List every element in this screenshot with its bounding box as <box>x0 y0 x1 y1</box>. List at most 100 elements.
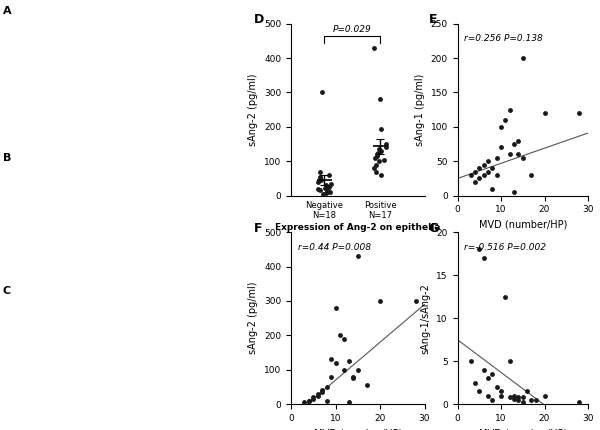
Y-axis label: sAng-1 (pg/ml): sAng-1 (pg/ml) <box>415 74 425 146</box>
Text: A: A <box>3 6 11 16</box>
Point <box>362 382 371 389</box>
Point <box>373 153 382 160</box>
Point <box>326 189 335 196</box>
Point <box>514 394 523 401</box>
Point <box>373 149 383 156</box>
Point <box>317 89 326 96</box>
Point <box>304 398 314 405</box>
Point <box>505 394 515 401</box>
X-axis label: Expression of Ang-2 on epithelia: Expression of Ang-2 on epithelia <box>275 223 440 232</box>
Point <box>470 168 480 175</box>
Point <box>322 397 331 404</box>
Point <box>411 298 421 304</box>
Point <box>313 392 323 399</box>
Point <box>325 184 334 190</box>
Point <box>376 96 385 103</box>
Point <box>518 398 527 405</box>
Point <box>483 168 493 175</box>
Point <box>317 389 327 396</box>
Point <box>349 373 358 380</box>
Text: B: B <box>3 153 11 163</box>
Text: r=-0.516 P=0.002: r=-0.516 P=0.002 <box>464 243 546 252</box>
Point <box>466 172 475 178</box>
Text: E: E <box>429 13 437 26</box>
Point <box>466 358 475 365</box>
X-axis label: MVD (number/HP): MVD (number/HP) <box>479 428 567 430</box>
Text: D: D <box>254 13 264 26</box>
X-axis label: MVD (number/HP): MVD (number/HP) <box>314 428 402 430</box>
Point <box>340 366 349 373</box>
Point <box>331 359 340 366</box>
Point <box>376 125 386 132</box>
Point <box>379 156 389 163</box>
Point <box>518 394 527 401</box>
Point <box>313 178 323 185</box>
Point <box>371 161 381 168</box>
Point <box>382 144 391 151</box>
Point <box>509 396 519 402</box>
Y-axis label: sAng-2 (pg/ml): sAng-2 (pg/ml) <box>248 74 259 146</box>
Text: C: C <box>3 286 11 296</box>
Point <box>369 44 379 51</box>
Point <box>322 384 331 390</box>
Point <box>488 396 497 403</box>
Point <box>335 332 345 339</box>
Point <box>505 358 515 365</box>
Point <box>374 158 384 165</box>
Point <box>349 375 358 382</box>
Point <box>313 390 323 397</box>
Point <box>373 151 382 158</box>
Point <box>340 335 349 342</box>
Point <box>540 110 550 117</box>
Point <box>316 177 325 184</box>
Point <box>492 154 502 161</box>
Text: r=0.44 P=0.008: r=0.44 P=0.008 <box>298 243 371 252</box>
Point <box>315 187 325 194</box>
Point <box>475 246 484 253</box>
Point <box>496 123 506 130</box>
Point <box>315 175 325 182</box>
Point <box>540 392 550 399</box>
Point <box>483 158 493 165</box>
Point <box>479 172 488 178</box>
Point <box>527 172 536 178</box>
Point <box>318 190 328 197</box>
Point <box>500 117 510 123</box>
Point <box>324 172 334 178</box>
Point <box>322 186 332 193</box>
Point <box>488 165 497 172</box>
Point <box>518 55 527 61</box>
Point <box>344 358 353 365</box>
Point <box>496 392 506 399</box>
Point <box>321 182 331 189</box>
Point <box>496 388 506 395</box>
Point <box>509 392 519 399</box>
Point <box>377 172 386 178</box>
Point <box>314 185 323 192</box>
Point <box>514 396 523 403</box>
Point <box>381 141 391 147</box>
Point <box>375 298 385 304</box>
Point <box>522 388 532 395</box>
Point <box>321 190 331 197</box>
Point <box>488 371 497 378</box>
Point <box>326 356 336 363</box>
Point <box>509 141 519 147</box>
Point <box>374 146 384 153</box>
Point <box>475 175 484 182</box>
Point <box>479 255 488 261</box>
X-axis label: MVD (number/HP): MVD (number/HP) <box>479 220 567 230</box>
Point <box>483 392 493 399</box>
Point <box>344 399 353 406</box>
Point <box>509 189 519 196</box>
Point <box>299 399 309 406</box>
Point <box>518 154 527 161</box>
Point <box>370 154 380 161</box>
Point <box>527 396 536 403</box>
Point <box>377 147 386 154</box>
Y-axis label: sAng-2 (pg/ml): sAng-2 (pg/ml) <box>248 282 259 354</box>
Point <box>320 184 329 191</box>
Point <box>575 398 584 405</box>
Point <box>475 165 484 172</box>
Point <box>505 106 515 113</box>
